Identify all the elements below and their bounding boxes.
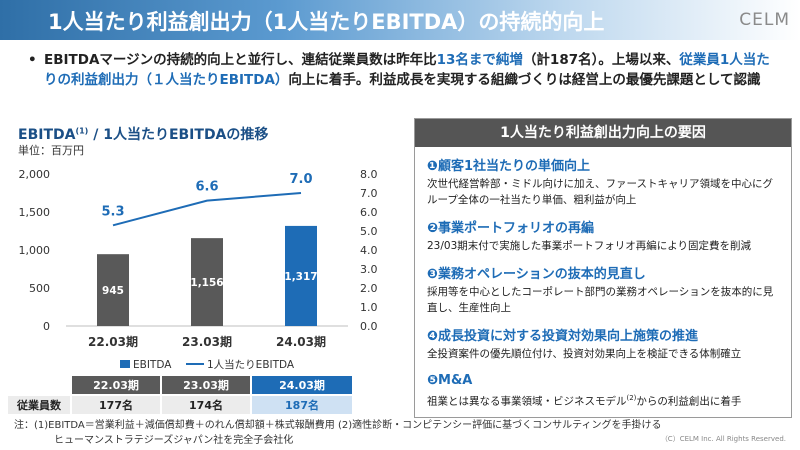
factor-3-desc: 採用等を中心としたコーポレート部門の業務オペレーションを抜本的に見直し、生産性向… — [427, 286, 774, 314]
factor-5-desc-before: 祖業とは異なる事業領域・ビジネスモデル — [427, 395, 627, 408]
factor-4-title: ❹成長投資に対する投資対効果向上施策の推進 — [427, 329, 699, 344]
table-row-label: 従業員数 — [8, 394, 72, 414]
legend-line-label: 1人当たりEBITDA — [207, 358, 295, 371]
factor-2-desc: 23/03期末付で実施した事業ポートフォリオ再編により固定費を削減 — [427, 240, 752, 252]
right-tick-label: 0.0 — [360, 320, 378, 333]
table-corner — [8, 376, 72, 395]
footnotes: 注：(1)EBITDA＝営業利益＋減価償却費＋のれん償却額＋株式報酬費用 (2)… — [14, 418, 784, 448]
left-tick-label: 2,000 — [19, 168, 51, 181]
lead-part-3: 向上に着手。利益成長を実現する組織づくりは経営上の最優先課題として認識 — [288, 72, 761, 88]
page-title: 1人当たり利益創出力（1人当たりEBITDA）の持続的向上 — [48, 10, 605, 34]
factor-2: ❷事業ポートフォリオの再編 23/03期末付で実施した事業ポートフォリオ再編によ… — [427, 217, 783, 254]
legend-bar-swatch — [120, 360, 130, 368]
factor-4: ❹成長投資に対する投資対効果向上施策の推進 全投資案件の優先順位付け、投資対効果… — [427, 325, 783, 362]
right-tick-label: 2.0 — [360, 282, 378, 295]
factor-4-desc: 全投資案件の優先順位付け、投資対効果向上を検証できる体制確立 — [427, 348, 742, 360]
factor-3: ❸業務オペレーションの抜本的見直し 採用等を中心としたコーポレート部門の業務オペ… — [427, 263, 783, 316]
lead-text: • EBITDAマージンの持続的向上と並行し、連結従業員数は昨年比13名まで純増… — [28, 50, 774, 90]
ebitda-bar — [97, 254, 129, 326]
chart-title: EBITDA(1) / 1人当たりEBITDAの推移 — [18, 124, 268, 144]
x-tick-label: 24.03期 — [276, 334, 326, 349]
factor-5: ❺M&A 祖業とは異なる事業領域・ビジネスモデル(2)からの利益創出に着手 — [427, 373, 783, 410]
lead-part-1: EBITDAマージンの持続的向上と並行し、連結従業員数は昨年比 — [44, 52, 437, 68]
table-header-23: 23.03期 — [161, 376, 252, 395]
right-tick-label: 8.0 — [360, 168, 378, 181]
header-bar — [0, 0, 800, 40]
factors-panel: 1人当たり利益創出力向上の要因 ❶顧客1社当たりの単価向上 次世代経営幹部・ミド… — [414, 118, 792, 418]
table-cell-22: 177名 — [71, 394, 162, 414]
per-capita-label: 5.3 — [101, 204, 124, 219]
left-tick-label: 1,500 — [19, 206, 51, 219]
factor-3-title: ❸業務オペレーションの抜本的見直し — [427, 267, 646, 282]
left-tick-label: 500 — [29, 282, 50, 295]
ebitda-bar-label: 1,156 — [190, 277, 223, 289]
right-tick-label: 5.0 — [360, 225, 378, 238]
lead-highlight-2: 従業員1人当たりの利益創出力（１人当たりEBITDA） — [44, 52, 770, 88]
lead-highlight-1: 13名まで純増 — [436, 52, 523, 68]
table-cell-23: 174名 — [161, 394, 252, 414]
ebitda-bar-label: 1,317 — [284, 271, 317, 283]
chart-title-footnote: (1) — [75, 126, 89, 136]
factor-5-footnote: (2) — [626, 394, 637, 402]
ebitda-bar — [285, 225, 317, 326]
right-tick-label: 3.0 — [360, 263, 378, 276]
company-logo: CELM — [739, 10, 790, 30]
lead-part-2: （計187名）。上場以来、 — [522, 52, 680, 68]
factor-1-desc: 次世代経営幹部・ミドル向けに加え、ファーストキャリア領域を中心にグループ全体の一… — [427, 178, 773, 206]
factor-1-title: ❶顧客1社当たりの単価向上 — [427, 159, 591, 174]
employee-table: 22.03期 23.03期 24.03期 従業員数 177名 174名 187名 — [8, 376, 354, 414]
x-tick-label: 23.03期 — [182, 334, 232, 349]
chart-unit: 単位：百万円 — [18, 144, 84, 157]
ebitda-bar — [191, 238, 223, 326]
left-tick-label: 1,000 — [19, 244, 51, 257]
right-tick-label: 4.0 — [360, 244, 378, 257]
right-tick-label: 7.0 — [360, 187, 378, 200]
copyright: （C）CELM Inc. All Rights Reserved. — [660, 435, 786, 443]
left-tick-label: 0 — [43, 320, 50, 333]
factors-panel-title: 1人当たり利益創出力向上の要因 — [415, 119, 791, 147]
per-capita-line — [112, 192, 302, 227]
ebitda-chart: 0 500 1,000 1,500 2,000 0.0 1.0 2.0 3.0 4.0 5.0 6.0… — [19, 168, 378, 371]
per-capita-label: 6.6 — [195, 180, 218, 195]
table-header-22: 22.03期 — [71, 376, 162, 395]
right-tick-label: 1.0 — [360, 301, 378, 314]
legend-bar-label: EBITDA — [133, 359, 172, 371]
footnote-line-2: ヒューマンストラテジーズジャパン社を完全子会社化 — [54, 435, 294, 446]
bullet-icon: • — [28, 52, 37, 68]
ebitda-bar-label: 945 — [102, 285, 124, 297]
factor-2-title: ❷事業ポートフォリオの再編 — [427, 221, 595, 236]
x-tick-label: 22.03期 — [88, 334, 138, 349]
right-tick-label: 6.0 — [360, 206, 378, 219]
factor-5-desc: 祖業とは異なる事業領域・ビジネスモデル(2)からの利益創出に着手 — [427, 390, 783, 410]
factor-5-desc-after: からの利益創出に着手 — [636, 395, 742, 408]
table-cell-24: 187名 — [251, 394, 354, 414]
factor-1: ❶顧客1社当たりの単価向上 次世代経営幹部・ミドル向けに加え、ファーストキャリア… — [427, 155, 783, 208]
chart-title-main: EBITDA — [18, 127, 76, 143]
per-capita-label: 7.0 — [289, 172, 312, 187]
table-header-24: 24.03期 — [251, 376, 354, 395]
chart-title-rest: / 1人当たりEBITDAの推移 — [88, 127, 269, 143]
factor-5-title: ❺M&A — [427, 373, 473, 388]
footnote-line-1: 注：(1)EBITDA＝営業利益＋減価償却費＋のれん償却額＋株式報酬費用 (2)… — [14, 420, 662, 431]
